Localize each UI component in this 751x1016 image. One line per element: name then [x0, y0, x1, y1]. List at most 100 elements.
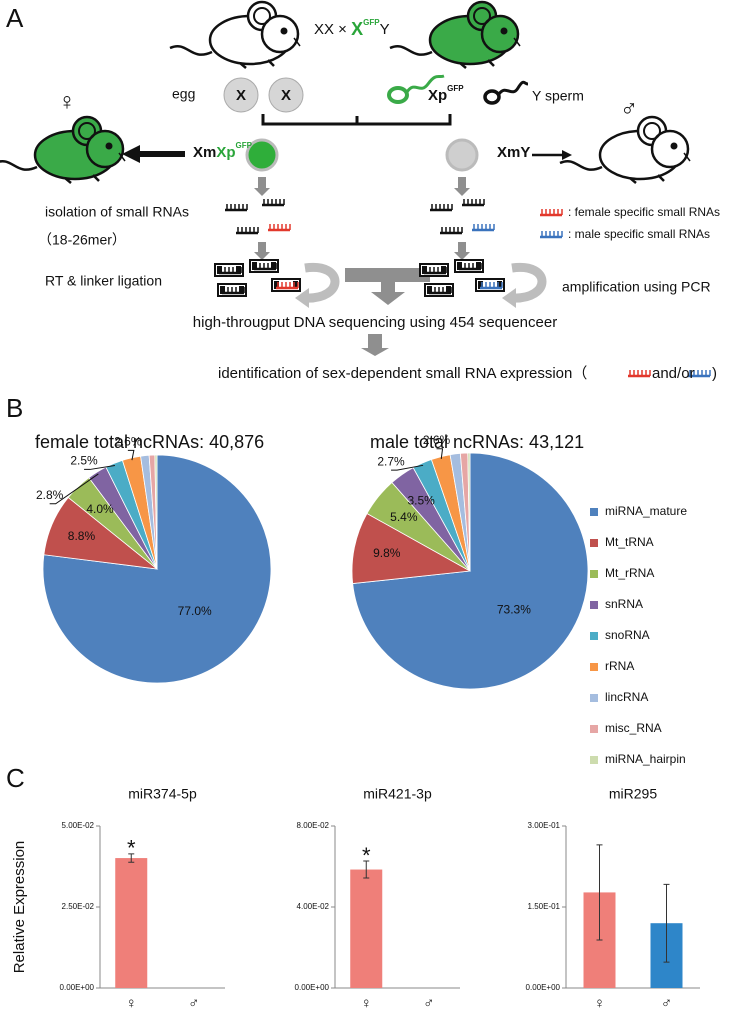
genotype-xp: Xp	[216, 144, 235, 161]
sperm-xp: Xp	[428, 87, 447, 104]
merge-arrow	[345, 268, 430, 305]
legend-swatch	[590, 663, 598, 671]
sperm-tail	[405, 74, 445, 93]
mouse-foot	[629, 177, 637, 184]
pie-label: 2.6%	[423, 433, 451, 447]
linker	[446, 286, 451, 294]
pie-label: 77.0%	[178, 604, 212, 618]
pie-label: 9.8%	[373, 546, 401, 560]
cycle-arrow	[511, 262, 547, 303]
mouse-tail	[0, 160, 38, 171]
egg-chromosome: X	[281, 87, 291, 104]
step-text: amplification using PCR	[562, 279, 711, 295]
bracket	[261, 114, 452, 126]
flow-arrow	[454, 177, 470, 196]
legend-label: miRNA_mature	[605, 504, 687, 518]
mouse-tail	[389, 45, 433, 56]
egg-label: egg	[172, 86, 195, 102]
linker	[293, 281, 298, 289]
legend-swatch	[590, 694, 598, 702]
step-text: identification of sex-dependent small RN…	[218, 365, 587, 382]
legend-label: Mt_tRNA	[605, 535, 654, 549]
linker	[422, 266, 427, 274]
flow-arrow	[454, 242, 470, 260]
male-genotype: XmY	[497, 144, 530, 161]
arrow-head	[562, 150, 572, 160]
panel-label: B	[6, 393, 23, 423]
mouse-head	[260, 14, 300, 54]
y-tick-label: 0.00E+00	[60, 983, 95, 992]
zygote	[445, 138, 479, 172]
mouse-head	[85, 129, 125, 169]
legend-label: miRNA_hairpin	[605, 752, 686, 766]
pie-label: 2.5%	[70, 454, 98, 468]
legend-text: : male specific small RNAs	[568, 227, 710, 241]
bar	[115, 858, 148, 988]
legend-label: lincRNA	[605, 690, 648, 704]
legend-label: snoRNA	[605, 628, 650, 642]
male-symbol: ♂	[620, 95, 638, 122]
cross-x: X	[351, 19, 363, 39]
cycle-arrow	[304, 262, 340, 303]
significance-mark: *	[127, 836, 136, 861]
mouse-foot	[487, 59, 495, 67]
mouse-tail	[559, 160, 603, 171]
x-tick-label: ♀	[126, 995, 137, 1012]
y-tick-label: 3.00E-01	[528, 821, 561, 830]
legend-label: snRNA	[605, 597, 643, 611]
mouse-whisker	[293, 37, 301, 47]
legend-swatch	[590, 756, 598, 764]
sperm-y: Y sperm	[532, 88, 584, 104]
pie-slice	[351, 512, 472, 585]
error-bar	[663, 883, 670, 963]
mouse-head	[480, 14, 520, 54]
genotype-gfp: GFP	[236, 141, 253, 150]
sperm-tail	[497, 80, 529, 96]
legend-swatch	[590, 632, 598, 640]
cross-y: Y	[380, 21, 390, 38]
flow-arrow	[254, 177, 270, 196]
pie-label: 4.0%	[86, 502, 114, 516]
linker	[217, 266, 222, 274]
error-bar	[128, 853, 135, 863]
y-tick-label: 5.00E-02	[62, 821, 95, 830]
mouse-eye	[670, 142, 678, 150]
legend-text: : female specific small RNAs	[568, 205, 720, 219]
x-tick-label: ♂	[661, 995, 672, 1012]
legend-label: rRNA	[605, 659, 634, 673]
linker	[427, 286, 432, 294]
pie-slice	[467, 452, 471, 572]
y-tick-label: 4.00E-02	[297, 902, 330, 911]
sperm-gfp: GFP	[447, 84, 464, 93]
female-genotype: XmXpGFP	[193, 141, 253, 161]
x-tick-label: ♂	[423, 995, 434, 1012]
sperm-x: XpGFP	[428, 84, 464, 104]
mouse-foot	[657, 174, 665, 182]
y-axis-label: Relative Expression	[11, 841, 28, 974]
step-text: isolation of small RNAs	[45, 204, 189, 220]
mouse-head	[650, 129, 690, 169]
legend-label: misc_RNA	[605, 721, 662, 735]
chart-title: miR295	[609, 786, 657, 802]
y-tick-label: 0.00E+00	[526, 983, 561, 992]
mouse-foot	[92, 174, 100, 182]
cross-gfp: GFP	[363, 18, 380, 27]
leader-line	[436, 448, 444, 460]
mouse-ear-inner	[78, 122, 96, 140]
cycle-arrow-head	[502, 288, 516, 308]
legend-swatch	[590, 508, 598, 516]
linker	[220, 286, 225, 294]
step-text: （18-26mer）	[38, 232, 126, 248]
panel-label: C	[6, 763, 25, 793]
pie-slice	[154, 454, 158, 570]
flow-arrow	[254, 242, 270, 260]
arrow	[122, 145, 185, 163]
chart-title: miR374-5p	[128, 786, 197, 802]
pie-label: 73.3%	[497, 603, 531, 617]
pie-title: female total ncRNAs: 40,876	[35, 432, 264, 452]
mouse-ear-inner	[253, 7, 271, 25]
linker	[271, 262, 276, 270]
linker	[457, 262, 462, 270]
mouse-tail	[169, 45, 213, 56]
